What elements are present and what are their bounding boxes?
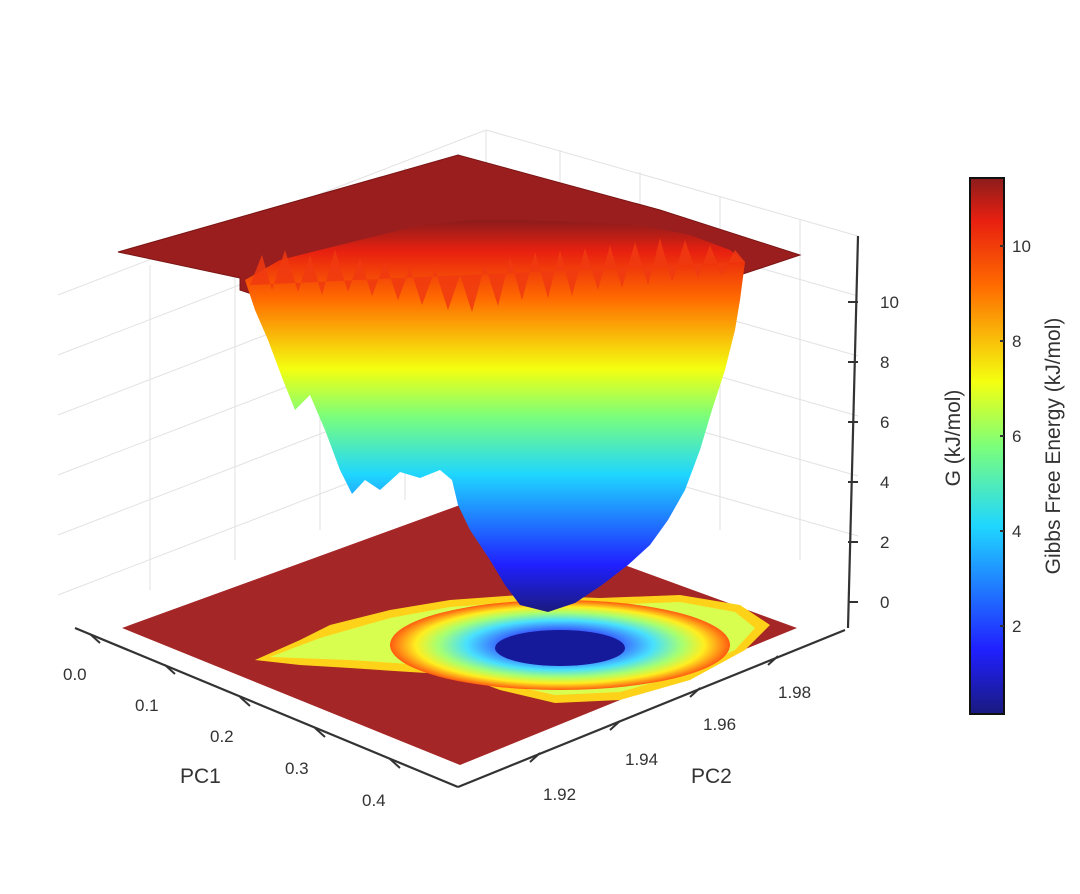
x-axis-title: PC1	[180, 765, 221, 788]
colorbar-tick-8: 8	[1012, 332, 1021, 351]
contour-minimum	[495, 630, 625, 666]
colorbar-tick-6: 6	[1012, 427, 1021, 446]
x-axis: 0.0 0.1 0.2 0.3 0.4 PC1	[63, 626, 459, 810]
z-tick-10: 10	[880, 293, 899, 312]
x-tick-4: 0.4	[362, 791, 386, 810]
z-tick-2: 2	[880, 533, 889, 552]
colorbar-tick-10: 10	[1012, 237, 1031, 256]
z-axis: 0 2 4 6 8 10 G (kJ/mol)	[846, 235, 965, 629]
z-tick-8: 8	[880, 353, 889, 372]
colorbar-tick-4: 4	[1012, 522, 1021, 541]
y-tick-0: 1.92	[543, 785, 576, 804]
colorbar-gradient	[969, 177, 1005, 715]
z-tick-6: 6	[880, 413, 889, 432]
y-tick-2: 1.96	[703, 715, 736, 734]
z-tick-4: 4	[880, 473, 889, 492]
x-tick-2: 0.2	[210, 727, 234, 746]
z-axis-title: G (kJ/mol)	[942, 390, 965, 487]
x-tick-0: 0.0	[63, 665, 87, 684]
contour-projection	[122, 505, 797, 765]
z-tick-0: 0	[880, 593, 889, 612]
y-tick-1: 1.94	[625, 750, 658, 769]
x-tick-3: 0.3	[285, 759, 309, 778]
y-axis-title: PC2	[691, 765, 732, 788]
energy-surface	[117, 154, 802, 612]
surface-well	[245, 220, 745, 612]
colorbar-tick-2: 2	[1012, 617, 1021, 636]
x-tick-1: 0.1	[135, 696, 159, 715]
colorbar-title: Gibbs Free Energy (kJ/mol)	[1042, 318, 1065, 575]
colorbar: 10 8 6 4 2 Gibbs Free Energy (kJ/mol)	[969, 177, 1065, 715]
y-tick-3: 1.98	[778, 683, 811, 702]
y-axis: 1.92 1.94 1.96 1.98 PC2	[457, 628, 846, 804]
surface-spikes	[250, 238, 745, 312]
